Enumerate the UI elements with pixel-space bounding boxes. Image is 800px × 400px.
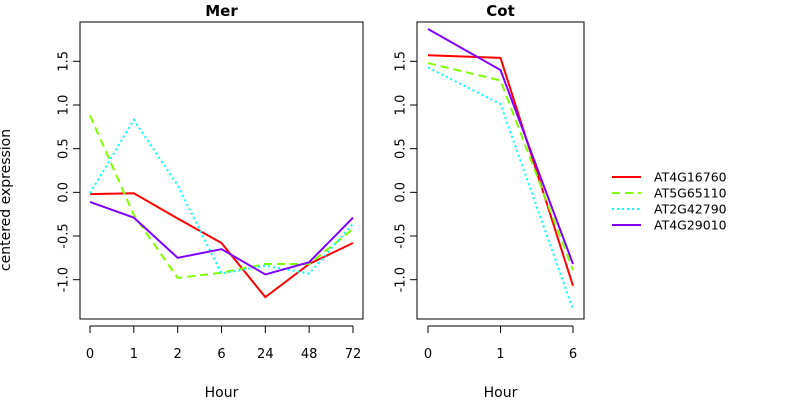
y-tick-label: 0.0 [394, 182, 409, 203]
series-line-at2g42790 [427, 66, 574, 310]
y-tick-label: 0.5 [394, 138, 409, 159]
plot-frame [416, 21, 585, 320]
legend-label: AT5G65110 [654, 185, 727, 200]
x-tick-label: 1 [496, 347, 504, 362]
y-tick-label: 0.0 [57, 182, 72, 203]
panel-title: Mer [205, 2, 238, 20]
panel-cot: Cot -1.0 -0.5 0.0 0.5 1.0 1.5 0 1 6 Hour [394, 2, 585, 400]
x-tick-label: 6 [569, 347, 577, 362]
y-tick-label: 1.0 [394, 95, 409, 116]
y-tick-label: 0.5 [57, 138, 72, 159]
x-axis: 0 1 6 [424, 325, 577, 362]
y-axis-label: centered expression [0, 129, 14, 271]
y-tick-label: -0.5 [394, 223, 409, 248]
x-tick-label: 6 [217, 347, 225, 362]
y-tick-label: -1.0 [394, 267, 409, 292]
chart-panels: Mer-1.0-0.50.00.51.01.50 1 2 6 24 48 72HourCot… [57, 2, 585, 400]
panel-mer: Mer -1.0 -0.5 0.0 0.5 1.0 1.5 0 1 2 6 24 48 72 Hour [57, 2, 364, 400]
y-tick-label: -0.5 [57, 223, 72, 248]
x-tick-label: 0 [86, 347, 94, 362]
series-line-at4g29010 [89, 201, 354, 276]
x-axis: 0 1 2 6 24 48 72 [86, 325, 362, 362]
x-tick-label: 0 [424, 347, 432, 362]
x-tick-label: 72 [345, 347, 362, 362]
y-axis: -1.0 -0.5 0.0 0.5 1.0 1.5 [57, 51, 80, 292]
x-axis-label: Hour [205, 385, 239, 400]
series-line-at4g29010 [427, 28, 574, 265]
series-line-at2g42790 [89, 117, 354, 275]
y-tick-label: 1.0 [57, 95, 72, 116]
y-tick-label: 1.5 [394, 51, 409, 72]
y-tick-label: 1.5 [57, 51, 72, 72]
legend-label: AT4G16760 [654, 169, 727, 184]
x-tick-label: 1 [130, 347, 138, 362]
legend-label: AT4G29010 [654, 217, 727, 232]
x-tick-label: 24 [257, 347, 274, 362]
x-tick-label: 2 [174, 347, 182, 362]
y-tick-label: -1.0 [57, 267, 72, 292]
series-line-at4g16760 [89, 192, 354, 299]
x-tick-label: 48 [301, 347, 318, 362]
series-line-at5g65110 [89, 115, 354, 280]
series-line-at4g16760 [427, 54, 574, 287]
plot-frame [79, 21, 364, 320]
series-line-at5g65110 [427, 62, 574, 271]
x-axis-label: Hour [484, 385, 518, 400]
panel-title: Cot [486, 2, 514, 20]
y-axis: -1.0 -0.5 0.0 0.5 1.0 1.5 [394, 51, 417, 292]
legend-label: AT2G42790 [654, 201, 727, 216]
